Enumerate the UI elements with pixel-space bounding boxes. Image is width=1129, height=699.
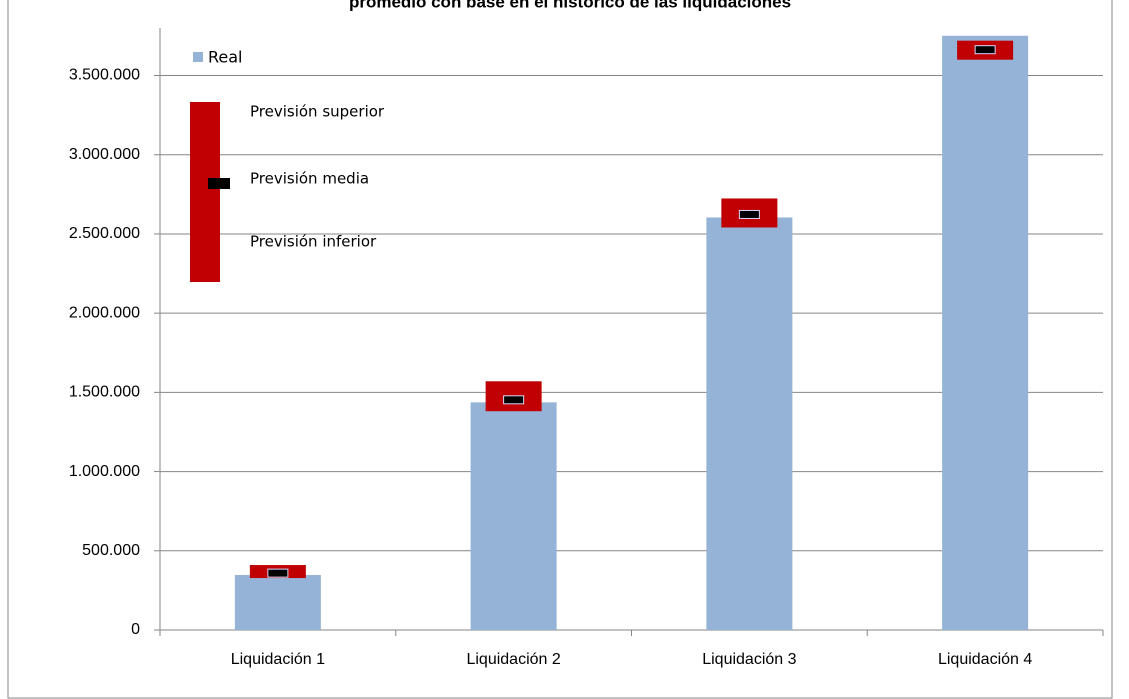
x-tick-label: Liquidación 4	[938, 651, 1032, 668]
legend-swatch	[193, 52, 203, 62]
y-tick-label: 1.000.000	[69, 463, 140, 480]
x-tick-label: Liquidación 2	[466, 651, 560, 668]
forecast-mean	[267, 568, 289, 578]
y-tick-label: 2.000.000	[69, 304, 140, 321]
y-tick-label: 0	[131, 621, 140, 638]
legend-label: Previsión media	[250, 170, 369, 188]
forecast-mean	[503, 395, 525, 405]
bar	[470, 402, 557, 630]
bar	[234, 575, 321, 630]
legend-label: Previsión superior	[250, 103, 385, 121]
bar	[942, 35, 1029, 630]
bar	[706, 217, 793, 631]
legend-mean	[208, 178, 230, 189]
forecast-mean	[974, 45, 996, 55]
x-tick-label: Liquidación 3	[702, 651, 796, 668]
legend-label: Real	[208, 48, 243, 67]
legend-label: Previsión inferior	[250, 233, 377, 251]
x-tick-label: Liquidación 1	[231, 651, 325, 668]
chart-title: promedio con base en el histórico de las…	[349, 0, 791, 11]
y-tick-label: 1.500.000	[69, 384, 140, 401]
y-tick-label: 3.500.000	[69, 67, 140, 84]
y-tick-label: 2.500.000	[69, 225, 140, 242]
y-tick-label: 3.000.000	[69, 146, 140, 163]
legend-range	[190, 102, 220, 282]
forecast-mean	[738, 209, 760, 219]
y-tick-label: 500.000	[82, 542, 140, 559]
